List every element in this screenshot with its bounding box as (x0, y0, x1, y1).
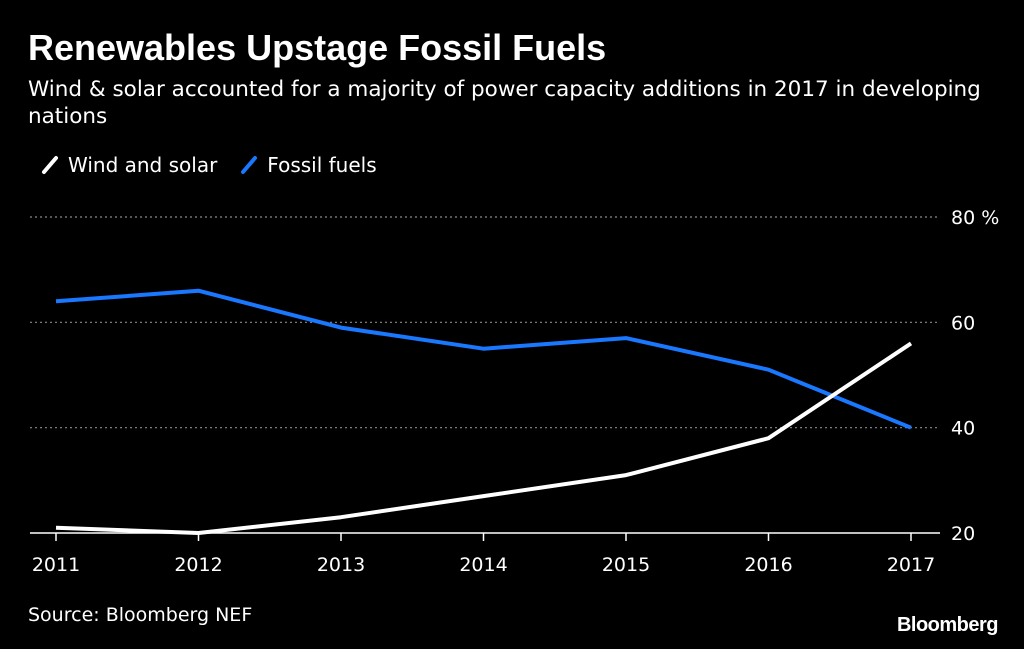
legend-swatch-wind-and-solar-icon (42, 156, 58, 174)
x-tick-label-2012: 2012 (174, 554, 222, 576)
series-line-fossil-fuels (55, 288, 912, 430)
x-tick-label-2017: 2017 (887, 554, 935, 576)
x-tick-label-2013: 2013 (317, 554, 365, 576)
grid-lines (30, 216, 940, 429)
y-tick-label-20: 20 (951, 523, 975, 545)
series-lines (55, 288, 913, 535)
x-tick-label-2011: 2011 (32, 554, 80, 576)
bloomberg-logo: Bloomberg (896, 614, 999, 636)
series-line-wind-and-solar (55, 341, 913, 535)
y-tick-label-40: 40 (951, 418, 975, 440)
legend-item-wind-and-solar: Wind and solar (40, 153, 217, 177)
x-tick-label-2015: 2015 (602, 554, 650, 576)
x-axis-tick-labels: 2011 2012 2013 2014 2015 2016 2017 (32, 554, 935, 576)
source-note: Source: Bloomberg NEF (28, 604, 253, 626)
y-tick-label-80: 80 % (951, 207, 999, 229)
legend-swatch-fossil-fuels-icon (241, 156, 258, 174)
legend-label-wind-and-solar: Wind and solar (68, 153, 218, 177)
legend-item-fossil-fuels: Fossil fuels (239, 153, 377, 177)
legend-label-fossil-fuels: Fossil fuels (267, 153, 377, 177)
chart-subtitle: Wind & solar accounted for a majority of… (28, 77, 981, 129)
x-tick-label-2016: 2016 (744, 554, 792, 576)
x-tick-label-2014: 2014 (459, 554, 507, 576)
y-tick-label-60: 60 (951, 312, 975, 334)
x-axis (30, 532, 940, 541)
y-axis-tick-labels: 80 % 60 40 20 (951, 207, 999, 545)
chart-title: Renewables Upstage Fossil Fuels (28, 27, 607, 68)
legend: Wind and solar Fossil fuels (40, 150, 399, 180)
